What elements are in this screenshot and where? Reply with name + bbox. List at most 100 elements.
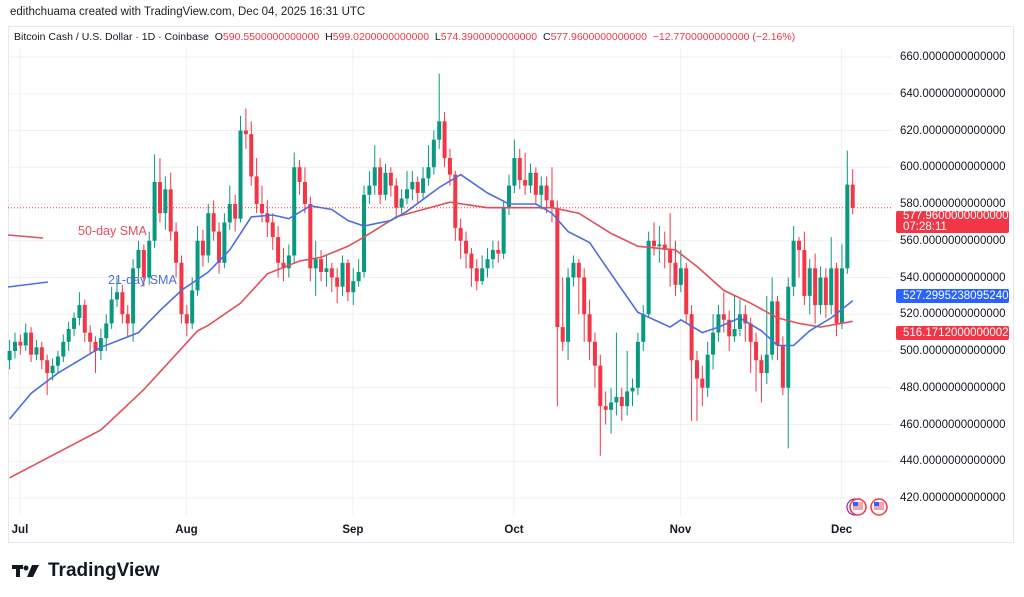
candle-body: [780, 345, 785, 388]
candle-body: [302, 181, 307, 204]
candle-body: [179, 262, 184, 315]
candle: [93, 336, 98, 374]
candle-body: [243, 130, 248, 135]
price-tick-label: 500.0000000000000: [900, 345, 1006, 357]
candle-body: [469, 253, 474, 269]
us-flag-event-icon[interactable]: [870, 498, 888, 516]
sma21-annotation-line: [7, 281, 49, 288]
candle: [378, 158, 383, 204]
candle: [23, 323, 28, 351]
candle: [335, 268, 340, 304]
candle-body: [45, 360, 50, 374]
candle-body: [630, 387, 635, 392]
candle-body: [721, 314, 726, 320]
sma50-value-tag: 516.1712000000002: [896, 326, 1009, 340]
candle-body: [678, 268, 683, 285]
candle: [539, 176, 544, 210]
candle: [517, 148, 522, 190]
candle: [678, 249, 683, 293]
candle-body: [200, 240, 205, 256]
candle-body: [437, 121, 442, 140]
candle-body: [609, 402, 614, 410]
sma50-line: [9, 201, 853, 479]
candle: [490, 240, 495, 269]
candle: [233, 194, 238, 232]
candle-body: [635, 341, 640, 388]
candle: [308, 196, 313, 282]
candle-body: [217, 231, 222, 263]
candle: [555, 200, 560, 407]
candle: [34, 339, 39, 361]
candle: [329, 262, 334, 293]
candle: [367, 170, 372, 204]
candle-body: [410, 181, 415, 190]
candle-body: [120, 292, 125, 315]
candle: [480, 255, 485, 285]
candle: [447, 148, 452, 186]
candle-body: [829, 268, 834, 306]
candle: [458, 218, 463, 260]
candle: [270, 213, 275, 250]
candle: [619, 387, 624, 421]
bar-countdown: 07:28:11: [903, 221, 947, 233]
candle-body: [732, 328, 737, 337]
candle: [12, 332, 17, 359]
candle-body: [748, 323, 753, 342]
candle: [388, 167, 393, 197]
candle-body: [807, 268, 812, 296]
candle-body: [533, 172, 538, 195]
candle: [453, 170, 458, 241]
candle: [29, 327, 34, 363]
candle-body: [705, 354, 710, 388]
sma21-annotation: 21-day SMA: [108, 273, 177, 287]
candle: [614, 332, 619, 416]
candle: [469, 248, 474, 287]
candle: [721, 292, 726, 333]
current-price-tag: 577.9600000000000 07:28:11: [896, 210, 1009, 233]
candle: [131, 259, 136, 342]
candle-body: [174, 231, 179, 263]
candle: [404, 170, 409, 204]
candle-body: [818, 277, 823, 306]
price-tick-label: 440.0000000000000: [900, 455, 1006, 468]
candle-body: [351, 281, 356, 293]
candle-body: [802, 249, 807, 296]
candle-body: [668, 249, 673, 263]
candle-body: [18, 341, 23, 346]
symbol-title[interactable]: Bitcoin Cash / U.S. Dollar · 1D · Coinba…: [14, 31, 209, 43]
candle-body: [281, 262, 286, 269]
candle: [507, 174, 512, 216]
candle: [82, 299, 87, 342]
candle: [195, 226, 200, 296]
sma50-annotation: 50-day SMA: [78, 224, 147, 238]
candle-body: [662, 244, 667, 250]
candle-body: [474, 268, 479, 282]
candle: [759, 354, 764, 403]
price-tick-label: 620.0000000000000: [900, 124, 1006, 137]
candle-body: [23, 332, 28, 346]
candle: [286, 244, 291, 278]
candle: [319, 249, 324, 282]
candle: [630, 378, 635, 407]
tradingview-logo[interactable]: TradingView: [12, 560, 160, 582]
candle-body: [238, 130, 243, 219]
candle-body: [458, 227, 463, 241]
us-flag-event-icon[interactable]: [849, 498, 867, 516]
candle-body: [689, 314, 694, 361]
candle-body: [340, 262, 345, 287]
low-label: L: [434, 31, 441, 43]
candle-body: [517, 158, 522, 181]
candle-body: [587, 314, 592, 342]
time-tick-label: Dec: [831, 524, 853, 536]
candle-body: [614, 396, 619, 403]
candle-body: [270, 222, 275, 238]
candle-body: [98, 338, 103, 351]
candle-body: [147, 240, 152, 278]
candle: [576, 259, 581, 315]
candle-body: [404, 189, 409, 199]
candle: [415, 176, 420, 204]
time-tick-label: Nov: [669, 524, 692, 536]
candle-body: [528, 172, 533, 186]
attribution: edithchuama created with TradingView.com…: [10, 6, 366, 18]
